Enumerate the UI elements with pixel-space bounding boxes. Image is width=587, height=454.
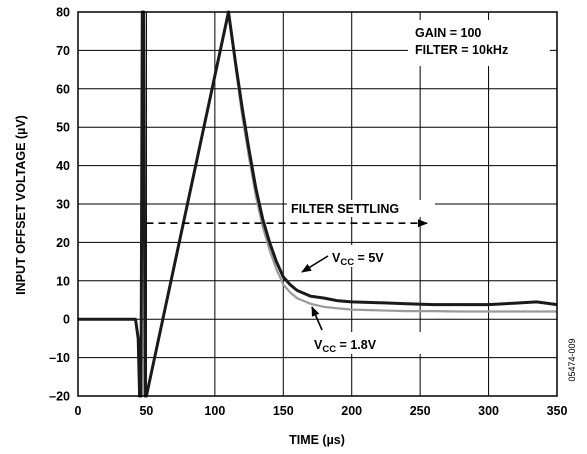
series-label-18v-rest: = 1.8V	[336, 338, 377, 352]
y-tick-label: 20	[56, 236, 70, 250]
y-tick-label: 10	[56, 274, 70, 288]
x-tick-label: 50	[139, 404, 153, 418]
y-tick-label: 0	[63, 313, 70, 327]
series-line-5v	[78, 10, 558, 398]
filter-settling-label: FILTER SETTLING	[291, 202, 399, 216]
series-label-18v-v: V	[314, 338, 323, 352]
series-label-18v-sub: CC	[322, 344, 336, 355]
y-tick-label: 50	[56, 121, 70, 135]
plot-frame	[77, 11, 558, 397]
x-tick-label: 100	[204, 404, 225, 418]
settling-label-bg	[287, 200, 435, 217]
x-axis-title: TIME (µs)	[289, 433, 345, 447]
y-tick-label: 40	[56, 159, 70, 173]
series-layer	[78, 10, 558, 398]
series-label-18v: VCC = 1.8V	[314, 338, 377, 355]
x-tick-label: 150	[273, 404, 294, 418]
y-tick-label: 80	[56, 6, 70, 20]
y-tick-label: 60	[56, 82, 70, 96]
x-tick-label: 200	[341, 404, 362, 418]
label-5v-bg	[328, 245, 418, 267]
info-box	[408, 20, 550, 66]
x-tick-labels: 0 50 100 150 200 250 300 350	[75, 404, 568, 418]
x-tick-label: 300	[478, 404, 499, 418]
series-label-5v: VCC = 5V	[332, 251, 384, 268]
y-tick-label: –20	[49, 390, 70, 404]
series-label-5v-rest: = 5V	[354, 251, 384, 265]
y-tick-label: –10	[49, 351, 70, 365]
series-label-18v-arrow	[311, 306, 323, 331]
figure-id: 05474-009	[567, 338, 577, 381]
y-axis-title: INPUT OFFSET VOLTAGE (µV)	[14, 115, 28, 295]
label-18v-bg	[310, 332, 422, 354]
x-tick-label: 350	[547, 404, 568, 418]
gain-annotation: GAIN = 100	[415, 26, 481, 40]
series-label-5v-arrow	[301, 255, 329, 273]
series-label-5v-sub: CC	[340, 257, 354, 268]
x-tick-label: 250	[410, 404, 431, 418]
y-tick-labels: –20 –10 0 10 20 30 40 50 60 70 80	[49, 6, 70, 404]
x-tick-label: 0	[75, 404, 82, 418]
y-tick-label: 30	[56, 198, 70, 212]
filter-annotation: FILTER = 10kHz	[415, 43, 508, 57]
series-label-5v-v: V	[332, 251, 341, 265]
y-tick-label: 70	[56, 44, 70, 58]
